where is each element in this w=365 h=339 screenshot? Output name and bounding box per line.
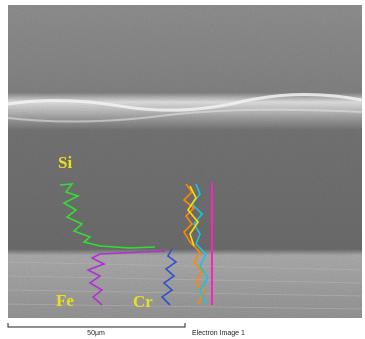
- line-scans: [59, 183, 213, 306]
- micrograph: [7, 5, 363, 318]
- trace: [187, 185, 199, 247]
- scale-bar: 50µm: [7, 323, 186, 337]
- fe-trace: [86, 250, 166, 306]
- cr-label: Cr: [133, 292, 153, 311]
- si-label: Si: [58, 153, 72, 172]
- si-trace: [59, 183, 156, 249]
- scale-line: [7, 323, 186, 328]
- fe-label: Fe: [56, 291, 74, 310]
- scale-label: 50µm: [87, 330, 105, 337]
- cr-trace: [160, 248, 178, 306]
- bright-band: [7, 93, 363, 112]
- image-caption: Electron Image 1: [192, 330, 245, 337]
- polish-lines: [7, 261, 363, 310]
- bright-band: [7, 108, 363, 123]
- trace: [182, 183, 205, 305]
